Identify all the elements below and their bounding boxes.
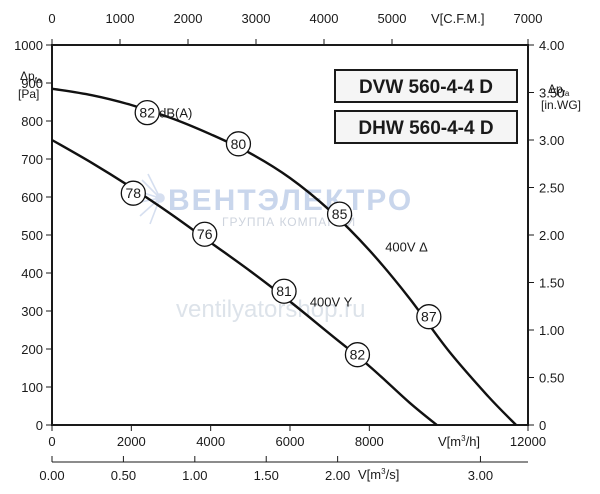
top-tick-label: 1000 xyxy=(106,11,135,26)
left-tick-label: 700 xyxy=(21,152,43,167)
bottom-tick-label: 2000 xyxy=(117,434,146,449)
left-axis-label: Δpfa xyxy=(20,69,42,85)
watermark-brand: ВЕНТЭЛЕКТРО xyxy=(168,184,413,217)
top-tick-label: 3000 xyxy=(242,11,271,26)
bottom2-tick-label: 3.00 xyxy=(468,468,493,483)
bottom-tick-label: 8000 xyxy=(355,434,384,449)
watermark: ВЕНТЭЛЕКТРО ГРУППА КОМПАНИЙ ventilyators… xyxy=(135,173,413,323)
right-tick-label: 0.50 xyxy=(539,371,564,386)
sound-level-marker xyxy=(120,180,146,206)
left-axis: 0 100 200 300 400 500 600 700 800 900 1000 xyxy=(14,38,52,433)
left-tick-label: 400 xyxy=(21,266,43,281)
top-tick-label: 0 xyxy=(48,11,55,26)
left-tick-label: 500 xyxy=(21,228,43,243)
sound-level-marker xyxy=(134,99,160,126)
watermark-url: ventilyatorshop.ru xyxy=(176,296,365,323)
left-tick-label: 100 xyxy=(21,380,43,395)
bottom2-tick-label: 0.00 xyxy=(39,468,64,483)
sound-level-label: 85 xyxy=(332,206,348,222)
bottom-axis: 0 2000 4000 6000 8000 12000 xyxy=(48,425,546,449)
model-label-dvw: DVW 560-4-4 D xyxy=(359,77,493,98)
top-tick-label: 2000 xyxy=(174,11,203,26)
sound-level-label: 76 xyxy=(197,226,213,242)
right-tick-label: 2.50 xyxy=(539,181,564,196)
left-tick-label: 300 xyxy=(21,304,43,319)
right-tick-label: 2.00 xyxy=(539,228,564,243)
right-axis: 0 0.50 1.00 1.50 2.00 2.50 3.00 3.50 4.00 xyxy=(528,38,564,433)
sound-level-label: 82 xyxy=(350,347,366,363)
bottom2-tick-label: 0.50 xyxy=(111,468,136,483)
right-tick-label: 0 xyxy=(539,418,546,433)
right-axis-label: Δpfa xyxy=(548,82,570,98)
bottom2-axis: 0.00 0.50 1.00 1.50 2.00 3.00 xyxy=(39,456,528,483)
curve-annotation: dB(A) xyxy=(159,106,192,121)
left-tick-label: 200 xyxy=(21,342,43,357)
right-tick-label: 3.50 xyxy=(539,86,564,101)
right-tick-label: 4.00 xyxy=(539,38,564,53)
bottom2-axis-label: V[m3/s] xyxy=(358,467,399,482)
left-tick-label: 900 xyxy=(21,76,43,91)
left-tick-label: 1000 xyxy=(14,38,43,53)
bottom2-tick-label: 1.00 xyxy=(182,468,207,483)
right-tick-label: 3.00 xyxy=(539,133,564,148)
left-tick-label: 600 xyxy=(21,190,43,205)
bottom2-tick-label: 1.50 xyxy=(254,468,279,483)
sound-level-label: 87 xyxy=(421,309,437,325)
sound-level-marker xyxy=(192,221,218,247)
bottom-tick-label: 0 xyxy=(48,434,55,449)
top-tick-label: 4000 xyxy=(310,11,339,26)
markers: 82 80 85 87 78 76 81 82 xyxy=(120,99,442,368)
top-tick-label: 7000 xyxy=(514,11,543,26)
bottom-axis-label: V[m3/h] xyxy=(438,434,480,449)
watermark-subtitle: ГРУППА КОМПАНИЙ xyxy=(222,214,356,229)
sound-level-marker xyxy=(344,342,371,368)
bottom-tick-label: 6000 xyxy=(276,434,305,449)
model-box-dhw: DHW 560-4-4 D xyxy=(334,110,518,144)
watermark-logo-icon xyxy=(135,173,165,225)
left-axis-unit: [Pa] xyxy=(18,87,39,101)
right-tick-label: 1.00 xyxy=(539,323,564,338)
right-tick-label: 1.50 xyxy=(539,276,564,291)
sound-level-label: 82 xyxy=(139,105,155,121)
curve-annotation: 400V Y xyxy=(310,295,353,310)
left-tick-label: 0 xyxy=(36,418,43,433)
top-tick-label: 5000 xyxy=(378,11,407,26)
bottom2-tick-label: 2.00 xyxy=(325,468,350,483)
bottom-tick-label: 4000 xyxy=(196,434,225,449)
sound-level-marker xyxy=(416,304,442,330)
series-line-y xyxy=(51,138,438,426)
series-line-delta xyxy=(51,87,517,426)
top-axis: 0 1000 2000 3000 4000 5000 7000 xyxy=(48,11,542,45)
sound-level-label: 81 xyxy=(276,283,292,299)
sound-level-label: 78 xyxy=(126,185,142,201)
annotations: dB(A) 400V Δ 400V Y xyxy=(159,106,428,310)
bottom-tick-label: 12000 xyxy=(510,434,546,449)
sound-level-marker xyxy=(271,278,297,304)
model-label-dhw: DHW 560-4-4 D xyxy=(358,118,493,139)
model-box-dvw: DVW 560-4-4 D xyxy=(334,69,518,103)
sound-level-label: 80 xyxy=(231,136,247,152)
sound-level-marker xyxy=(225,131,252,157)
right-axis-unit: [in.WG] xyxy=(541,98,581,112)
sound-level-marker xyxy=(326,201,353,227)
top-axis-label: V[C.F.M.] xyxy=(431,11,484,26)
curves xyxy=(51,87,517,426)
curve-annotation: 400V Δ xyxy=(385,239,428,254)
left-tick-label: 800 xyxy=(21,114,43,129)
